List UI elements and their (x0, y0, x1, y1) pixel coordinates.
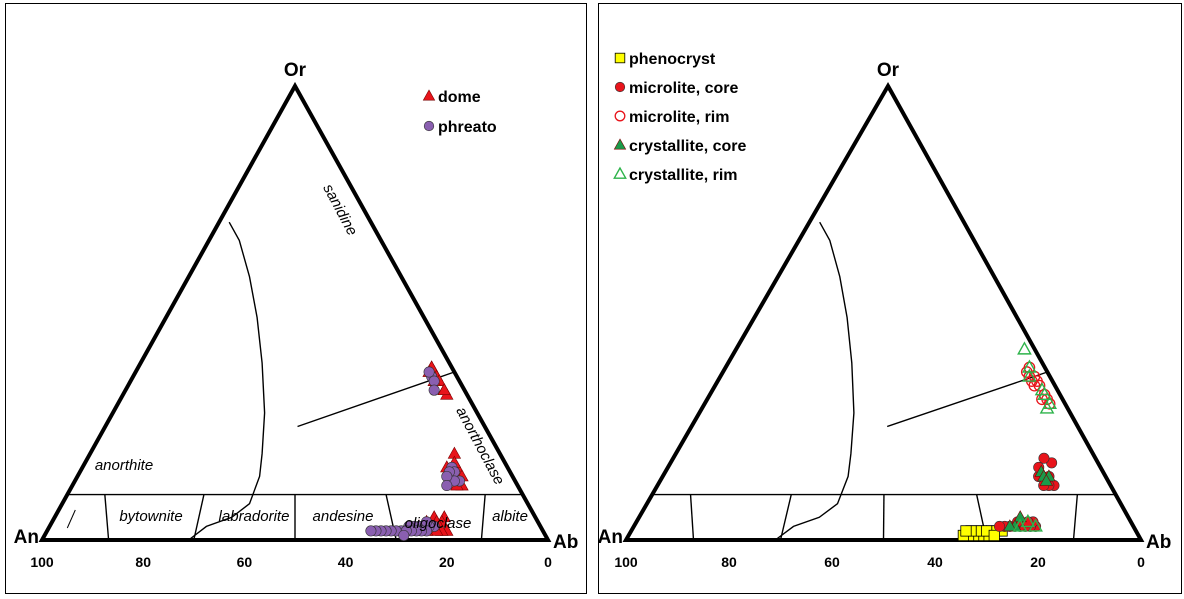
data-point (1013, 510, 1027, 523)
plagioclase-divider (480, 494, 486, 541)
axis-tick-label: 20 (1030, 554, 1046, 570)
data-point (994, 520, 1006, 532)
legend-label: crystallite, core (629, 138, 747, 155)
data-point (428, 384, 440, 396)
data-point (1028, 518, 1043, 532)
vertex-label-ab: Ab (1146, 532, 1171, 553)
anorthoclase-boundary (886, 371, 1048, 428)
data-point (423, 366, 435, 378)
data-point (1022, 359, 1037, 373)
data-point (1037, 386, 1052, 400)
plagioclase-divider (689, 494, 695, 541)
field-label: albite (492, 508, 528, 525)
legend-label: crystallite, rim (629, 167, 738, 184)
plagioclase-divider (104, 494, 110, 541)
axis-tick-label: 100 (614, 554, 638, 570)
axis-tick-label: 40 (927, 554, 943, 570)
data-point (1021, 368, 1037, 382)
vertex-label-or: Or (877, 60, 900, 81)
vertex-label-an: An (14, 527, 39, 548)
axis-tick-label: 0 (544, 554, 552, 570)
data-point (1003, 519, 1017, 532)
legend-label: microlite, rim (629, 109, 729, 126)
data-point (1012, 518, 1028, 532)
data-point (1039, 473, 1053, 486)
axis-tick-label: 80 (721, 554, 737, 570)
plagioclase-divider (779, 494, 792, 541)
field-label: oligoclase (405, 515, 472, 532)
ternary-panel-right: Or An Ab 100 80 60 40 20 0 phenocryst microlite, c… (598, 3, 1182, 594)
data-point (960, 525, 972, 537)
anorthite-tick (66, 509, 76, 529)
vertex-label-or: Or (284, 60, 307, 81)
plagioclase-divider (1072, 494, 1079, 541)
legend-marker (614, 52, 626, 64)
vertex-label-ab: Ab (553, 532, 578, 553)
vertex-label-an: An (599, 527, 623, 548)
legend-marker (614, 110, 626, 122)
data-point (441, 480, 453, 492)
solvus-curve (774, 221, 855, 541)
data-point (988, 529, 1000, 542)
plagioclase-divider (193, 494, 205, 541)
axis-tick-label: 100 (30, 554, 54, 570)
data-point (437, 383, 451, 396)
ternary-plot-right: Or An Ab 100 80 60 40 20 0 phenocryst microlite, c… (599, 51, 1171, 570)
ternary-panel-left: sanidine anorthoclase anorthite bytownite la… (5, 3, 587, 594)
data-point (365, 525, 377, 537)
data-point (1038, 452, 1050, 464)
field-label: bytownite (119, 508, 182, 525)
anorthoclase-boundary (297, 371, 455, 428)
legend-label: dome (438, 89, 481, 106)
field-label: labradorite (219, 508, 290, 525)
axis-tick-label: 0 (1137, 554, 1145, 570)
field-label: andesine (313, 508, 374, 525)
axis-tick-label: 20 (439, 554, 455, 570)
legend-label: phenocryst (629, 51, 716, 68)
axis-tick-label: 40 (338, 554, 354, 570)
field-label: anorthite (95, 457, 153, 474)
data-point (1039, 400, 1055, 414)
legend-label: phreato (438, 119, 497, 136)
legend-marker (423, 120, 435, 132)
data-point (1017, 341, 1032, 355)
legend-marker (613, 166, 627, 179)
legend-marker (422, 89, 436, 101)
legend-marker (614, 81, 626, 93)
legend-label: microlite, core (629, 80, 738, 97)
solvus-curve (188, 221, 266, 541)
data-point (1033, 379, 1046, 392)
data-point (398, 529, 410, 541)
data-point (1020, 513, 1036, 528)
axis-tick-label: 60 (237, 554, 253, 570)
axis-tick-label: 60 (824, 554, 840, 570)
legend-marker (613, 138, 627, 150)
axis-tick-label: 80 (135, 554, 151, 570)
